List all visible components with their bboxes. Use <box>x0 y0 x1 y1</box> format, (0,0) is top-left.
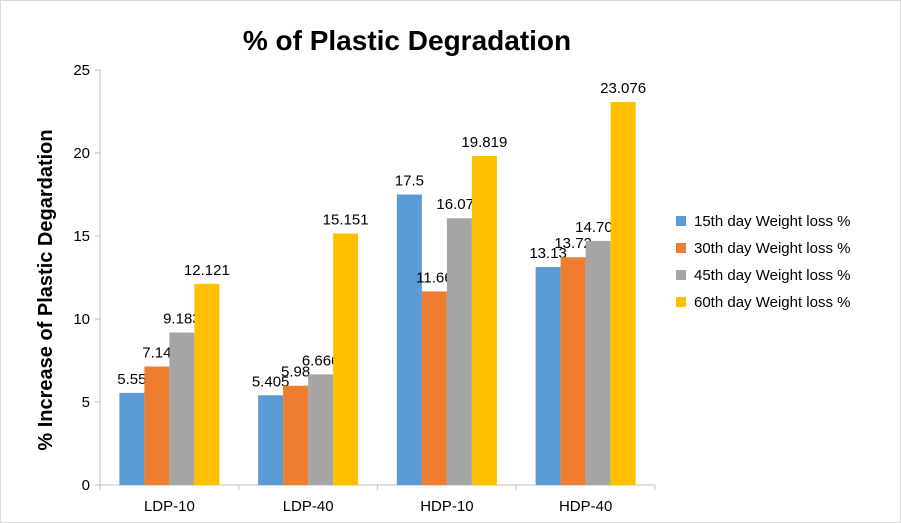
bar <box>333 233 359 485</box>
bar <box>144 366 170 485</box>
y-tick-label: 25 <box>73 62 90 79</box>
data-label: 5.55 <box>117 371 146 388</box>
bar <box>194 283 220 485</box>
data-label: 17.5 <box>395 173 424 190</box>
bar <box>308 374 334 485</box>
y-tick-label: 5 <box>82 394 90 411</box>
data-label: 12.121 <box>184 262 230 279</box>
legend-swatch <box>676 297 686 307</box>
data-label: 11.66 <box>416 269 452 286</box>
data-label: 23.076 <box>600 80 646 97</box>
data-label: 15.151 <box>323 211 369 228</box>
y-tick-label: 20 <box>73 145 90 162</box>
data-label: 16.071 <box>436 196 482 213</box>
plot-area: 0 5 10 15 20 25 LDP-10 5.55 7.14 9.183 12.121 LDP-4… <box>73 62 656 515</box>
bar <box>283 385 309 485</box>
y-tick-label: 15 <box>73 228 90 245</box>
bar <box>258 395 284 485</box>
bar <box>169 332 195 485</box>
chart-title: % of Plastic Degradation <box>243 25 571 56</box>
data-label: 14.705 <box>575 219 621 236</box>
x-tick-label: LDP-40 <box>283 498 334 515</box>
legend-swatch <box>676 243 686 253</box>
bar <box>119 392 145 485</box>
data-label: 9.183 <box>163 311 201 328</box>
bar <box>535 267 561 485</box>
data-label: 6.666 <box>302 352 340 369</box>
bar <box>585 240 611 485</box>
data-label: 7.14 <box>142 344 171 361</box>
legend-label: 60th day Weight loss % <box>694 294 850 311</box>
legend-swatch <box>676 216 686 226</box>
legend-swatch <box>676 270 686 280</box>
x-tick-label: LDP-10 <box>144 498 195 515</box>
bar <box>446 218 472 485</box>
y-tick-label: 10 <box>73 311 90 328</box>
y-tick-label: 0 <box>82 477 90 494</box>
legend-label: 15th day Weight loss % <box>694 213 850 230</box>
data-label: 5.98 <box>281 364 310 381</box>
data-label: 13.13 <box>529 245 567 262</box>
data-label: 19.819 <box>461 134 507 151</box>
bar <box>396 194 422 485</box>
y-axis-label: % Increase of Plastic Degardation <box>35 129 57 450</box>
bar <box>610 101 636 485</box>
x-tick-label: HDP-10 <box>420 498 473 515</box>
bar <box>421 291 447 485</box>
legend-label: 45th day Weight loss % <box>694 267 850 284</box>
legend: 15th day Weight loss % 30th day Weight lo… <box>676 213 850 311</box>
data-label: 13.72 <box>554 235 592 252</box>
bar <box>471 156 497 486</box>
legend-label: 30th day Weight loss % <box>694 240 850 257</box>
x-tick-label: HDP-40 <box>559 498 612 515</box>
bar <box>560 257 586 485</box>
data-label: 5.405 <box>252 373 290 390</box>
